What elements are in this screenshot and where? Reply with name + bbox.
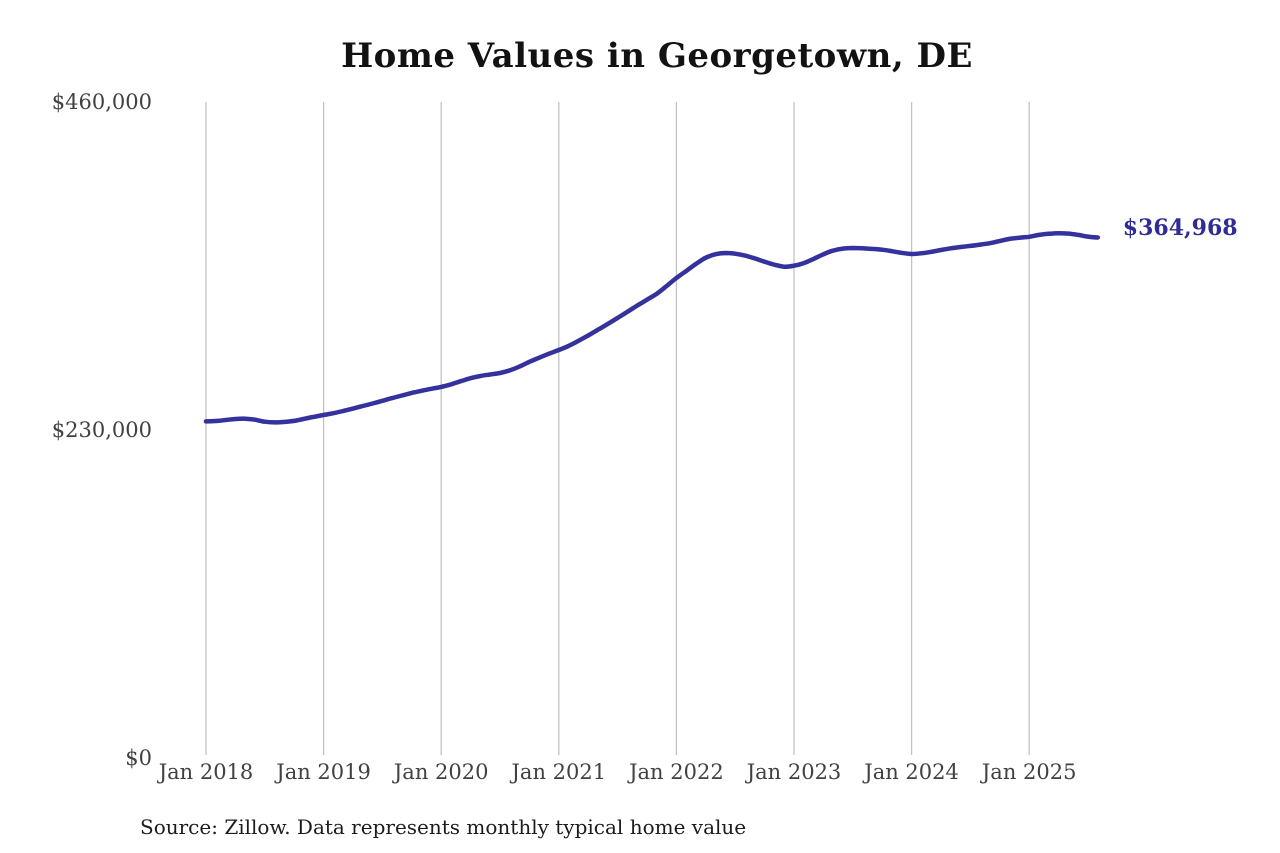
chart-title: Home Values in Georgetown, DE xyxy=(341,36,973,76)
y-tick-label-0: $0 xyxy=(125,746,152,770)
x-tick-label-jan-2020: Jan 2020 xyxy=(393,760,489,784)
x-tick-label-jan-2025: Jan 2025 xyxy=(981,760,1077,784)
x-tick-label-jan-2024: Jan 2024 xyxy=(864,760,959,784)
x-tick-label-jan-2019: Jan 2019 xyxy=(276,760,371,784)
final-value-label: $364,968 xyxy=(1122,214,1238,241)
home-value-line xyxy=(203,230,1101,425)
x-tick-label-jan-2022: Jan 2022 xyxy=(629,760,724,784)
x-tick-label-jan-2018: Jan 2018 xyxy=(158,760,254,784)
y-tick-label-230000: $230,000 xyxy=(51,418,152,442)
home-value-series xyxy=(203,230,1101,425)
source-note: Source: Zillow. Data represents monthly … xyxy=(140,815,747,839)
y-tick-label-460000: $460,000 xyxy=(51,90,152,114)
x-tick-label-jan-2023: Jan 2023 xyxy=(746,760,842,784)
gridlines xyxy=(205,102,1030,755)
x-tick-label-jan-2021: Jan 2021 xyxy=(511,760,607,784)
